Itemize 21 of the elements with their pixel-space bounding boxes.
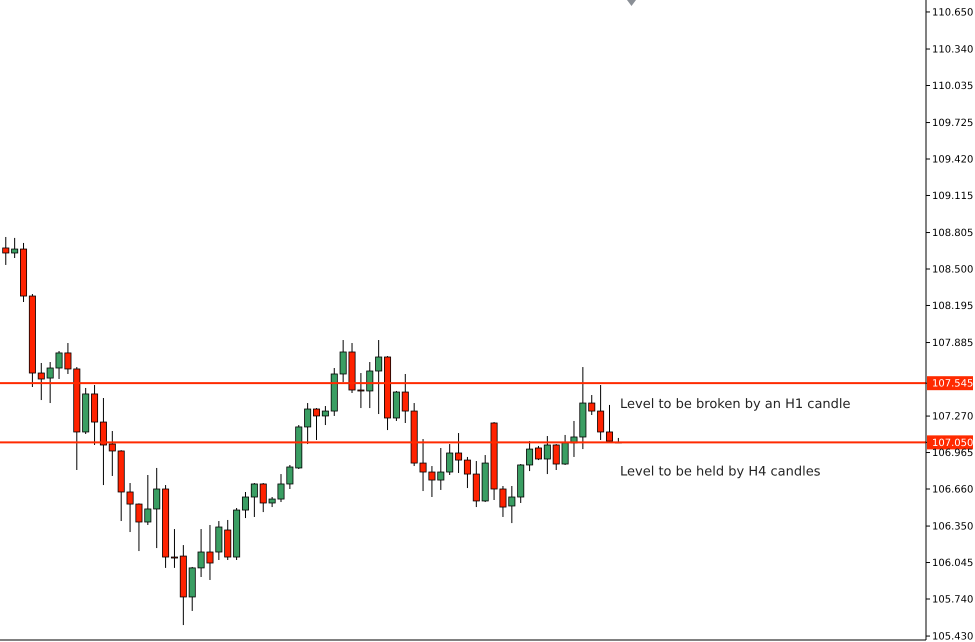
- y-tick-label: 105.430: [932, 632, 974, 642]
- y-tick-label: 109.115: [932, 190, 974, 202]
- y-tick-label: 110.340: [932, 44, 974, 56]
- y-tick-label: 108.195: [932, 300, 974, 312]
- y-tick-label: 105.740: [932, 594, 974, 606]
- y-tick-label: 106.660: [932, 484, 974, 496]
- y-tick-label: 106.965: [932, 448, 974, 460]
- y-tick-label: 106.045: [932, 558, 974, 570]
- y-tick-label: 110.650: [932, 7, 974, 18]
- y-tick-label: 108.805: [932, 228, 974, 240]
- y-tick-label: 110.035: [932, 80, 974, 92]
- y-tick-label: 107.545: [932, 378, 974, 390]
- y-tick-label: 109.420: [932, 154, 974, 166]
- y-tick-label: 108.500: [932, 264, 974, 276]
- y-tick-label: 107.270: [932, 412, 974, 423]
- ref-line-label: Level to be broken by an H1 candle: [620, 397, 851, 412]
- y-tick-label: 107.885: [932, 338, 974, 350]
- ref-line-label: Level to be held by H4 candles: [620, 464, 821, 480]
- y-tick-label: 106.350: [932, 522, 974, 533]
- y-tick-label: 109.725: [932, 118, 974, 130]
- y-tick-label: 107.050: [932, 438, 974, 449]
